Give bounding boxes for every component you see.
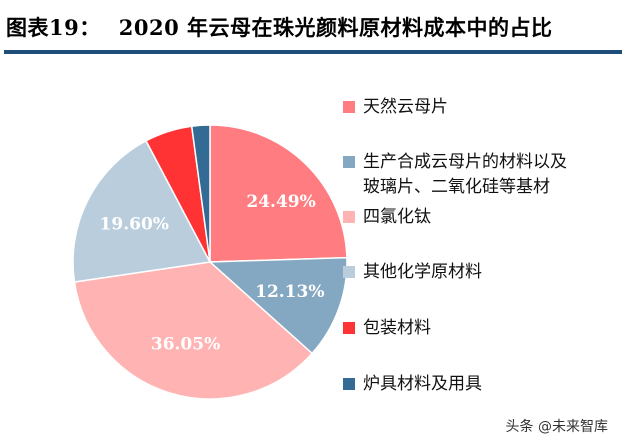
legend-swatch [343, 101, 355, 113]
slice-data-label: 36.05% [151, 334, 220, 354]
pie-slice [209, 124, 348, 263]
legend-label: 玻璃片、二氧化硅等基材 [363, 177, 550, 197]
slice-data-label: 12.13% [255, 282, 324, 302]
legend-item: 四氯化钛 [343, 205, 622, 230]
legend-label: 包装材料 [363, 318, 431, 338]
legend-swatch [343, 266, 355, 278]
legend-item: 炉具材料及用具 [343, 372, 622, 397]
legend-item: 其他化学原材料 [343, 260, 622, 285]
legend-swatch [343, 378, 355, 390]
slice-data-label: 24.49% [246, 192, 315, 212]
legend-swatch [343, 322, 355, 334]
pie-slice [72, 139, 212, 283]
legend-label: 天然云母片 [363, 97, 448, 117]
legend-label: 生产合成云母片的材料以及 [363, 152, 567, 172]
slice-data-label: 19.60% [100, 215, 169, 235]
pie-slice [73, 261, 314, 400]
legend-label: 炉具材料及用具 [363, 374, 482, 394]
legend-swatch [343, 211, 355, 223]
legend-label: 四氯化钛 [363, 207, 431, 227]
legend-label: 其他化学原材料 [363, 262, 482, 282]
pie-slice [208, 256, 348, 355]
watermark: 头条 @未来智库 [505, 419, 608, 435]
legend-item: 生产合成云母片的材料以及 玻璃片、二氧化硅等基材 [343, 150, 622, 200]
title-prefix: 图表19： [6, 15, 101, 40]
chart-title: 图表19： 2020 年云母在珠光颜料原材料成本中的占比 [6, 12, 553, 42]
title-divider [4, 50, 622, 54]
legend-item: 天然云母片 [343, 95, 622, 120]
pie-slice [190, 124, 211, 263]
legend-item: 包装材料 [343, 316, 622, 341]
legend-swatch [343, 156, 355, 168]
title-text: 2020 年云母在珠光颜料原材料成本中的占比 [118, 15, 553, 40]
